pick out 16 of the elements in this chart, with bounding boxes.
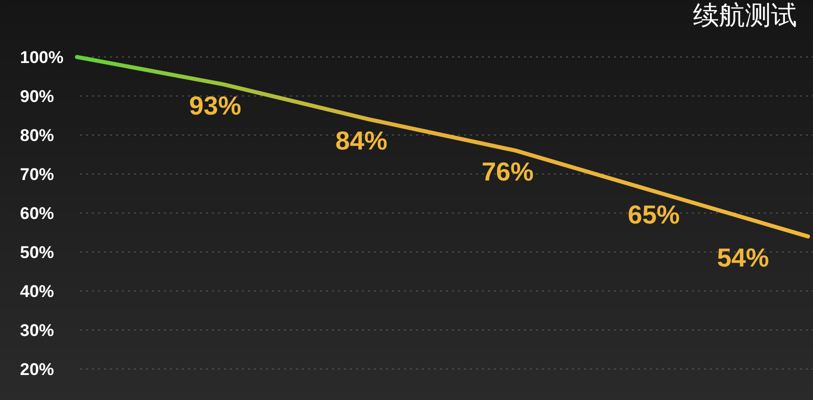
data-label: 93%: [189, 90, 242, 120]
y-tick-label: 90%: [20, 86, 54, 106]
y-tick-label: 100%: [20, 48, 64, 67]
y-tick-label: 30%: [20, 320, 54, 340]
data-label: 54%: [716, 242, 770, 272]
chart-title: 续航测试: [693, 1, 797, 31]
y-tick-label: 80%: [20, 126, 54, 145]
y-tick-label: 60%: [20, 204, 54, 223]
y-tick-label: 40%: [20, 282, 54, 301]
line-series: [75, 55, 810, 238]
y-tick-label: 70%: [20, 164, 54, 184]
data-label: 65%: [628, 200, 680, 230]
y-tick-label: 20%: [20, 360, 54, 379]
data-label: 76%: [482, 156, 534, 187]
y-tick-label: 50%: [20, 242, 54, 262]
data-label: 84%: [335, 125, 388, 156]
